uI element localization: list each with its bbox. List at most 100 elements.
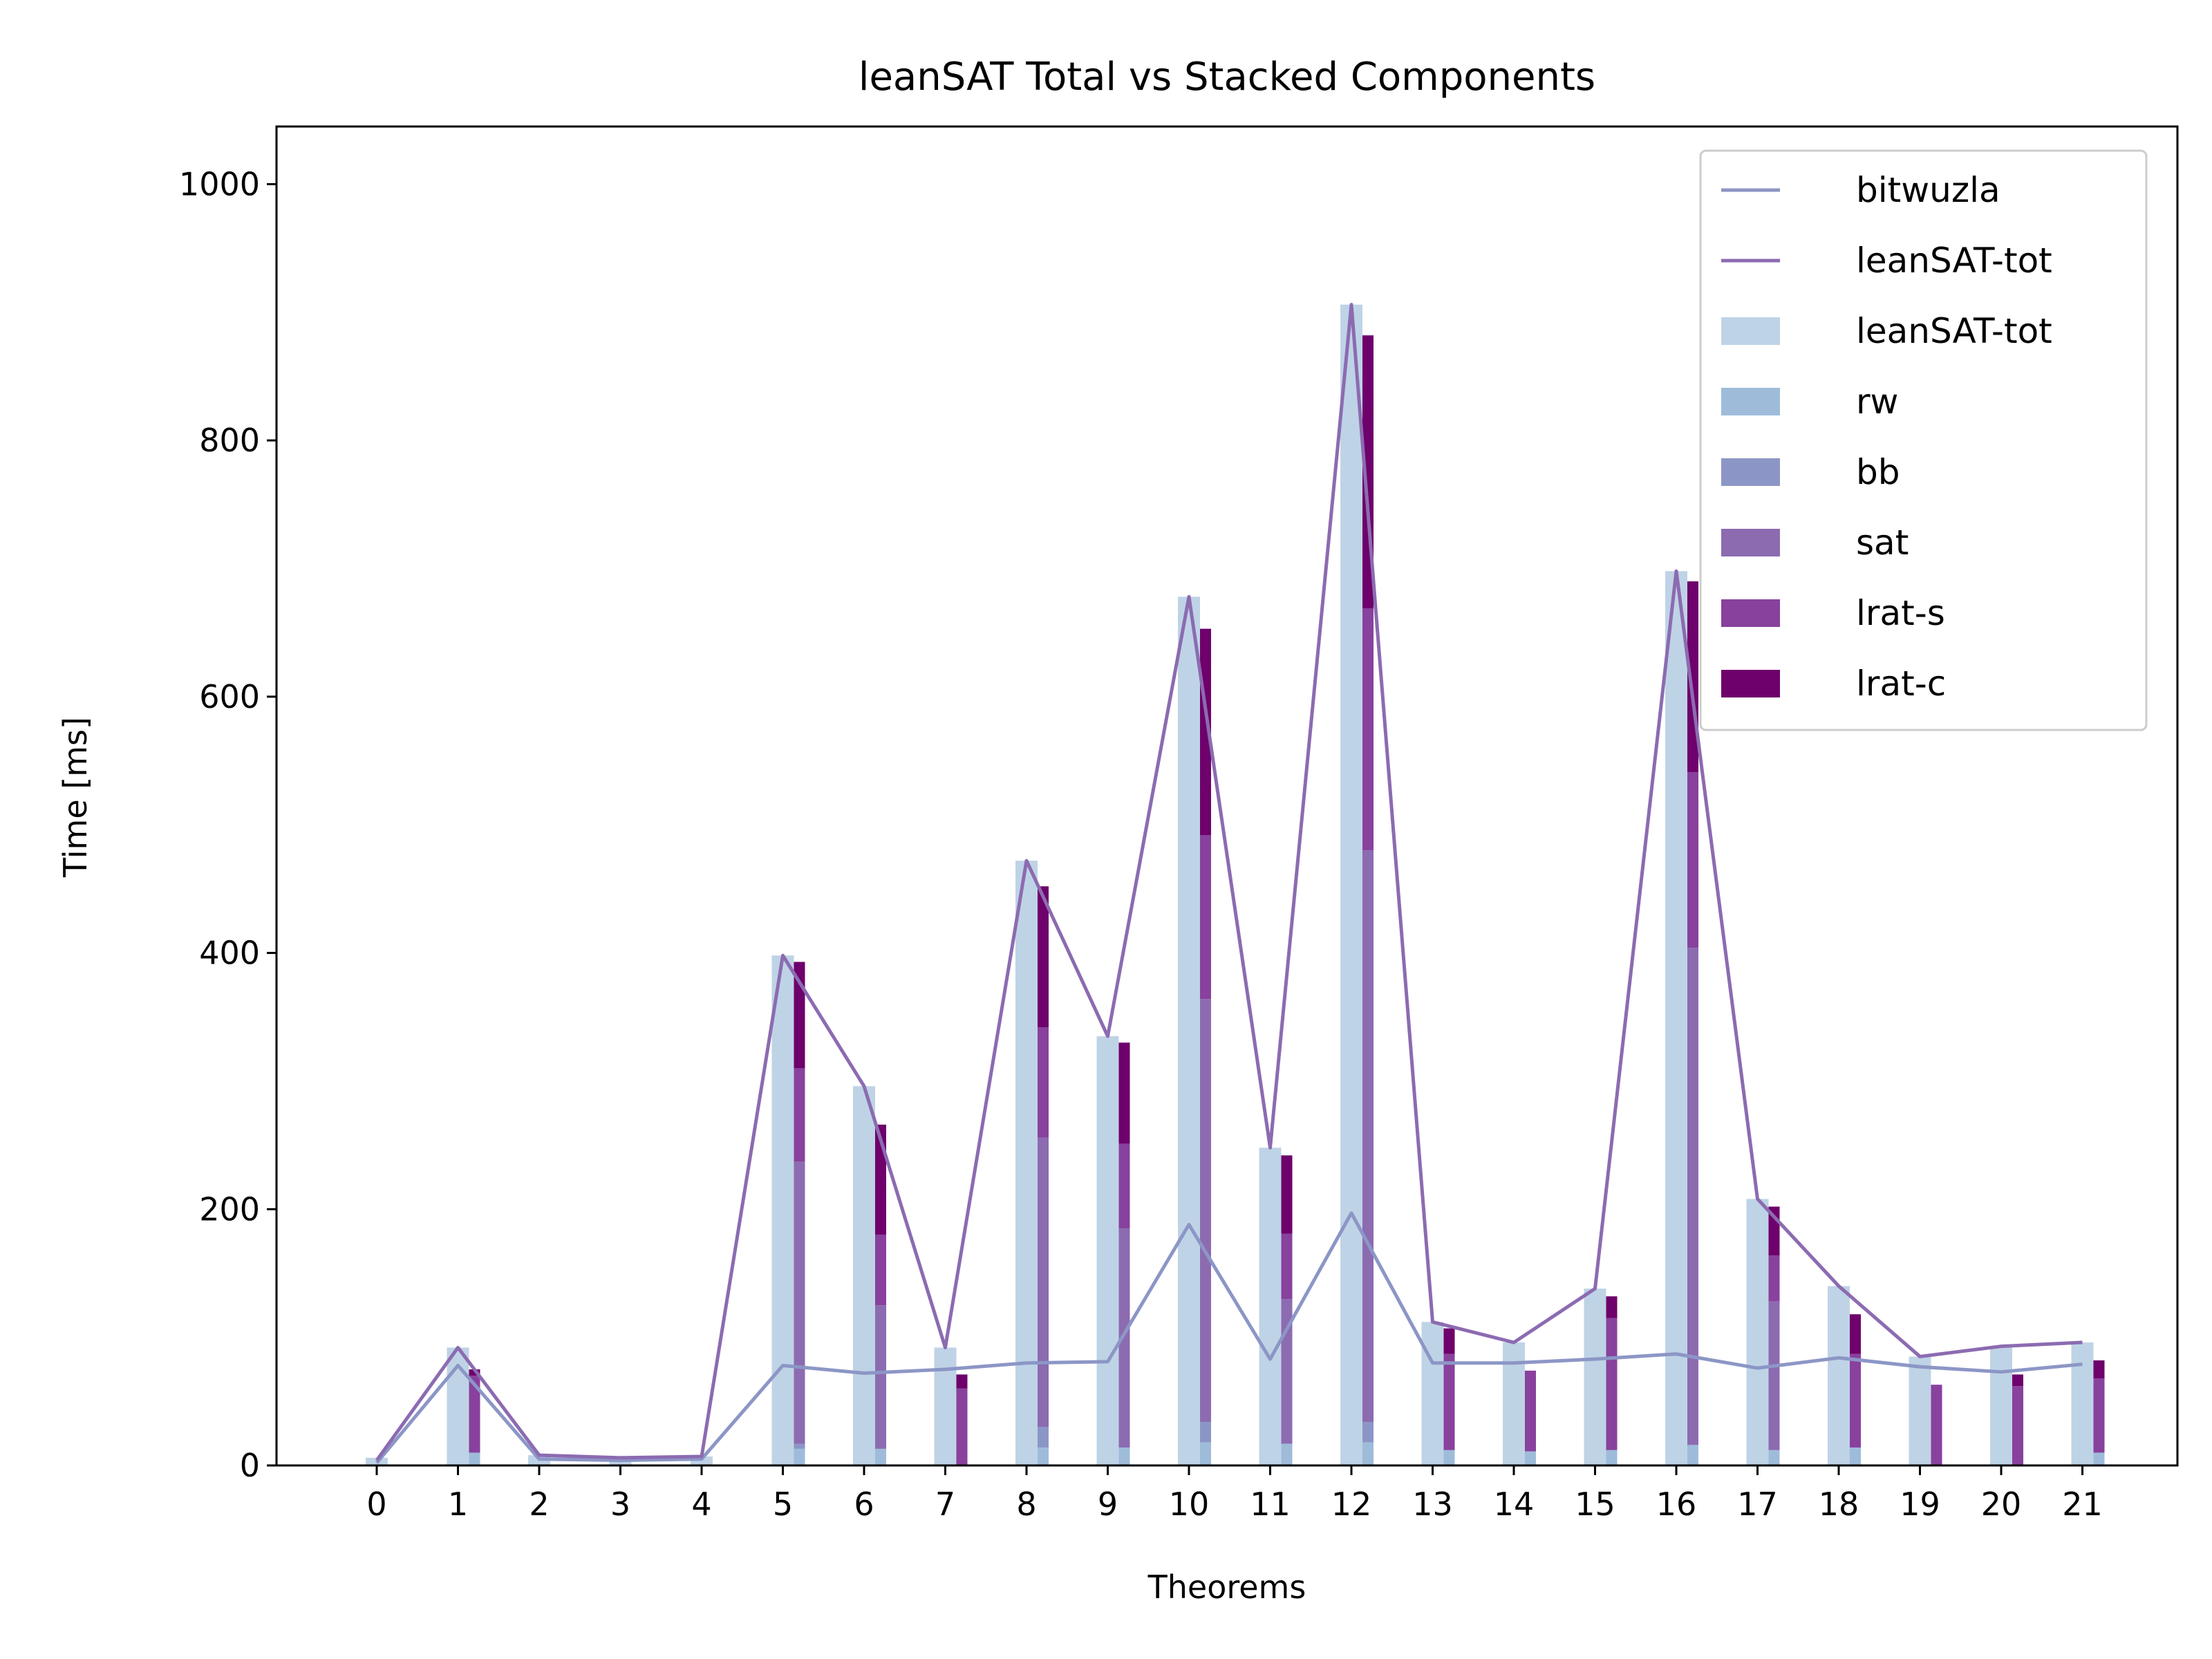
- total-bar-15: [1584, 1288, 1606, 1465]
- stack-bar-lrat-s-7: [956, 1388, 968, 1465]
- stack-bar-sat-16: [1687, 948, 1698, 1445]
- legend-label-bb-4: bb: [1856, 452, 1900, 492]
- stack-bar-lrat-c-21: [2093, 1360, 2105, 1378]
- x-tick-label-0: 0: [366, 1485, 386, 1523]
- stack-bar-rw-1: [469, 1452, 480, 1465]
- stack-bar-rw-17: [1768, 1450, 1780, 1465]
- legend: bitwuzla leanSAT-tot leanSAT-tot rw bb sat lra…: [1699, 149, 2148, 731]
- stack-bar-sat-6: [875, 1305, 886, 1449]
- stack-bar-lrat-s-21: [2093, 1378, 2105, 1453]
- x-tick-label-19: 19: [1900, 1485, 1940, 1523]
- stack-bar-lrat-s-15: [1606, 1318, 1618, 1450]
- stack-bar-rw-6: [875, 1448, 886, 1465]
- legend-swatch-lrat-c-7: [1721, 670, 1780, 697]
- legend-label-rw-3: rw: [1856, 382, 1898, 422]
- stack-bar-rw-14: [1525, 1451, 1536, 1465]
- x-tick-label-4: 4: [691, 1485, 711, 1523]
- stack-bar-lrat-s-13: [1443, 1353, 1455, 1450]
- y-tick-label-200: 200: [199, 1190, 260, 1228]
- stack-bar-lrat-s-19: [1931, 1385, 1942, 1465]
- stack-bar-sat-5: [794, 1161, 805, 1444]
- legend-swatch-leanSAT-tot-2: [1721, 317, 1780, 345]
- stack-bar-lrat-c-20: [2012, 1374, 2023, 1387]
- x-tick-label-7: 7: [935, 1485, 955, 1523]
- total-bar-9: [1096, 1036, 1119, 1465]
- stack-bar-rw-18: [1850, 1447, 1861, 1465]
- y-axis-label: Time [ms]: [57, 717, 94, 878]
- legend-label-leanSAT-tot-1: leanSAT-tot: [1856, 241, 2052, 281]
- legend-swatch-sat-5: [1721, 529, 1780, 556]
- x-tick-label-20: 20: [1981, 1485, 2022, 1523]
- x-tick-label-12: 12: [1331, 1485, 1372, 1523]
- stack-bar-sat-10: [1200, 999, 1211, 1422]
- x-tick-label-13: 13: [1412, 1485, 1453, 1523]
- stack-bar-rw-12: [1362, 1442, 1374, 1465]
- legend-label-lrat-s-6: lrat-s: [1856, 593, 1945, 633]
- stack-bar-lrat-s-18: [1850, 1353, 1861, 1448]
- stack-bar-rw-15: [1606, 1450, 1618, 1465]
- stack-bar-lrat-s-17: [1768, 1255, 1780, 1302]
- y-tick-label-600: 600: [199, 678, 260, 715]
- x-tick-label-9: 9: [1098, 1485, 1118, 1523]
- total-bar-20: [1990, 1346, 2012, 1465]
- total-bar-11: [1259, 1147, 1282, 1465]
- stack-bar-lrat-s-14: [1525, 1370, 1536, 1452]
- total-bar-17: [1746, 1199, 1769, 1465]
- x-tick-label-21: 21: [2062, 1485, 2103, 1523]
- stack-bar-lrat-s-12: [1362, 608, 1374, 851]
- legend-swatch-rw-3: [1721, 388, 1780, 415]
- legend-box: [1699, 149, 2148, 731]
- y-tick-label-0: 0: [240, 1447, 260, 1484]
- line-leanSAT-tot: [375, 303, 2083, 1462]
- chart-title: leanSAT Total vs Stacked Components: [859, 55, 1595, 100]
- y-tick-label-1000: 1000: [179, 165, 260, 203]
- total-bar-5: [771, 955, 794, 1465]
- stack-bar-lrat-s-6: [875, 1235, 886, 1306]
- x-tick-label-3: 3: [610, 1485, 630, 1523]
- stack-bar-lrat-s-11: [1281, 1233, 1293, 1300]
- total-bar-7: [934, 1347, 957, 1465]
- stack-bar-bb-10: [1200, 1421, 1211, 1443]
- x-axis-label: Theorems: [1147, 1568, 1306, 1606]
- stack-bar-lrat-c-8: [1038, 886, 1049, 1028]
- bars-layer: [366, 304, 2105, 1465]
- stack-bar-rw-9: [1118, 1447, 1130, 1465]
- plot-frame: [275, 125, 2179, 1467]
- lines-layer: [375, 303, 2083, 1464]
- legend-swatch-lrat-s-6: [1721, 599, 1780, 627]
- total-bar-18: [1828, 1286, 1850, 1465]
- stack-bar-bb-5: [794, 1443, 805, 1449]
- stack-bar-lrat-s-20: [2012, 1386, 2023, 1465]
- x-tick-label-15: 15: [1575, 1485, 1615, 1523]
- stack-bar-lrat-c-9: [1118, 1042, 1130, 1144]
- stack-bar-sat-12: [1362, 850, 1374, 1422]
- x-tick-label-10: 10: [1169, 1485, 1210, 1523]
- legend-label-bitwuzla-0: bitwuzla: [1856, 170, 2000, 210]
- legend-label-leanSAT-tot-2: leanSAT-tot: [1856, 311, 2052, 351]
- stack-bar-bb-8: [1038, 1427, 1049, 1448]
- stack-bar-sat-9: [1118, 1228, 1130, 1448]
- stack-bar-rw-13: [1443, 1450, 1455, 1465]
- x-tick-label-18: 18: [1819, 1485, 1859, 1523]
- axes-layer: 0 1 2 3 4 5 6 7 8 9 10 11 12 13 14 15 16 17 18 19 20 21020040…: [179, 165, 2103, 1523]
- stack-bar-lrat-s-16: [1687, 772, 1698, 948]
- stack-bar-rw-10: [1200, 1442, 1211, 1465]
- stack-bar-rw-21: [2093, 1452, 2105, 1465]
- stack-bar-rw-5: [794, 1448, 805, 1465]
- stack-bar-lrat-c-1: [469, 1369, 480, 1376]
- total-bar-13: [1421, 1322, 1444, 1465]
- stack-bar-rw-16: [1687, 1445, 1698, 1465]
- total-bar-8: [1015, 861, 1038, 1465]
- stack-bar-lrat-s-10: [1200, 835, 1211, 1000]
- x-tick-label-1: 1: [448, 1485, 468, 1523]
- x-tick-label-17: 17: [1737, 1485, 1778, 1523]
- stack-bar-bb-12: [1362, 1421, 1374, 1443]
- stack-bar-rw-11: [1281, 1443, 1293, 1465]
- y-tick-label-400: 400: [199, 935, 260, 972]
- x-tick-label-5: 5: [773, 1485, 793, 1523]
- total-bar-12: [1340, 304, 1362, 1465]
- total-bar-16: [1665, 571, 1687, 1465]
- line-bitwuzla: [375, 1211, 2083, 1464]
- stack-bar-lrat-s-5: [794, 1068, 805, 1162]
